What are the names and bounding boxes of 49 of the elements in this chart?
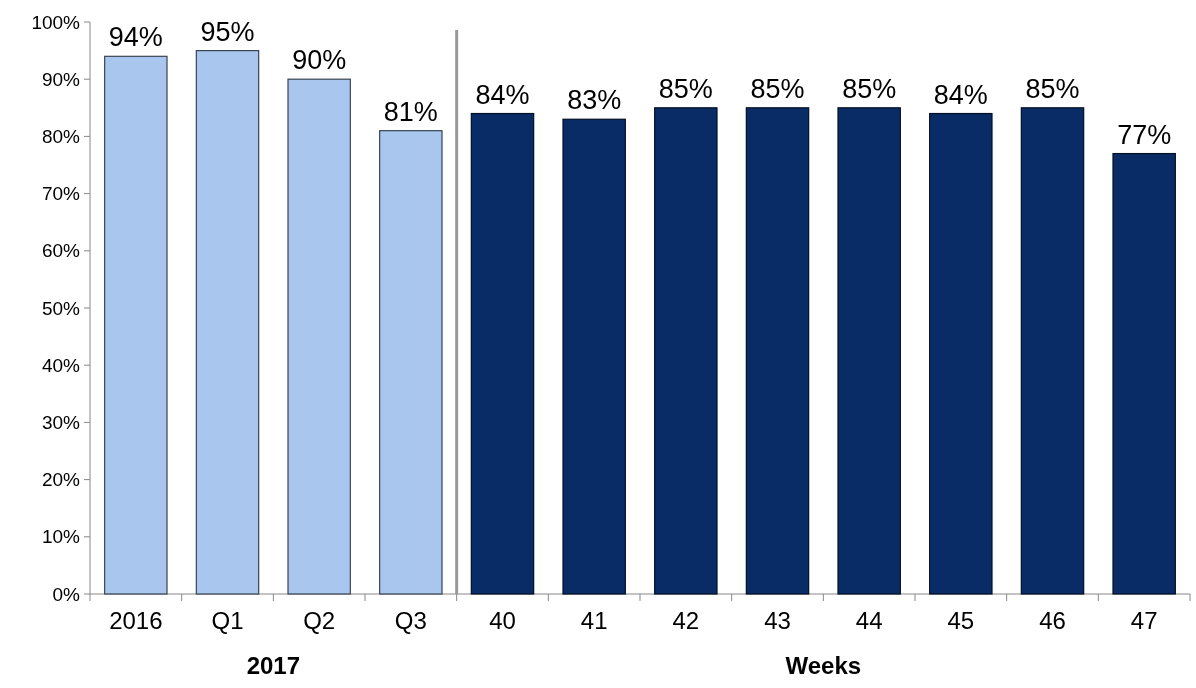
x-tick-label: 42 <box>672 607 700 634</box>
bar <box>1112 152 1176 595</box>
x-tick-label: Q3 <box>394 607 427 634</box>
data-label: 77% <box>1117 119 1172 150</box>
y-tick-label: 90% <box>41 68 81 90</box>
x-tick-label: Q2 <box>303 607 336 634</box>
bar <box>470 112 535 595</box>
x-tick-label: 2016 <box>109 607 163 634</box>
bar <box>195 50 260 595</box>
bar <box>837 107 901 595</box>
y-tick-label: 10% <box>41 526 81 548</box>
x-tick-label: 46 <box>1039 607 1066 634</box>
x-tick-label: 40 <box>489 607 516 634</box>
data-label: 81% <box>383 96 438 127</box>
bar <box>287 78 351 595</box>
x-tick-label: Q1 <box>211 607 244 634</box>
y-tick-label: 30% <box>41 412 81 434</box>
y-tick-label: 60% <box>41 240 81 262</box>
data-label: 85% <box>750 73 805 104</box>
x-tick-label: 41 <box>580 607 608 634</box>
y-tick-label: 100% <box>31 11 81 33</box>
data-label: 84% <box>475 79 530 110</box>
data-label: 83% <box>567 85 622 116</box>
bar <box>379 130 443 595</box>
bar <box>929 112 993 595</box>
y-tick-label: 20% <box>41 469 81 491</box>
data-label: 84% <box>933 79 988 110</box>
data-label: 94% <box>108 22 163 53</box>
bar <box>745 107 810 595</box>
data-label: 85% <box>1025 73 1080 104</box>
x-tick-label: 45 <box>947 607 975 634</box>
data-label: 85% <box>658 73 713 104</box>
data-label: 90% <box>292 45 347 76</box>
y-tick-label: 80% <box>41 126 81 148</box>
y-tick-label: 0% <box>52 583 81 605</box>
y-tick-label: 50% <box>41 297 81 319</box>
text: Weeks <box>785 652 862 679</box>
x-tick-label: 44 <box>855 607 883 634</box>
bar <box>1020 107 1085 595</box>
bar <box>104 55 168 595</box>
y-tick-label: 40% <box>41 354 81 376</box>
data-label: 95% <box>200 16 255 47</box>
x-tick-label: 47 <box>1130 607 1158 634</box>
data-label: 85% <box>842 73 897 104</box>
x-tick-label: 43 <box>764 607 791 634</box>
y-tick-label: 70% <box>41 183 81 205</box>
bar <box>654 107 718 595</box>
bar <box>562 118 626 595</box>
text: 2017 <box>246 652 301 679</box>
